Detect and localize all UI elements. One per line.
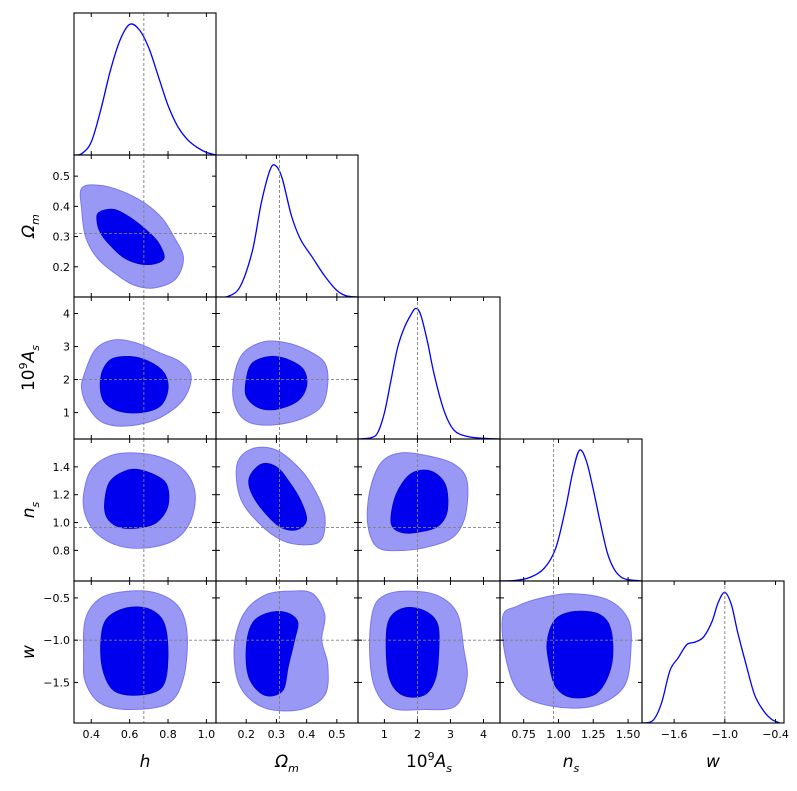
y-axis-label-As: 109As [17, 345, 42, 391]
panel-Om-vs-h: 0.2 0.3 0.4 0.5 Ωm [19, 154, 217, 298]
y-axis-label-w: w [19, 645, 39, 659]
panel-Om-vs-Om [215, 154, 359, 298]
marginal-curve-h [74, 23, 216, 155]
x-tick-label-As: 1 [381, 728, 388, 741]
panel-ns-vs-h: 0.8 1.0 1.2 1.4 ns [19, 438, 217, 582]
x-tick-label-w: −0.4 [762, 728, 789, 741]
x-axis-label-Om: Ωm [274, 752, 299, 775]
panel-frame [499, 438, 643, 582]
x-tick-label-h: 0.8 [159, 728, 177, 741]
x-tick-label-ns: 0.75 [511, 728, 536, 741]
y-tick-label-ns: 0.8 [53, 544, 71, 557]
y-tick-label-ns: 1.0 [53, 517, 71, 530]
y-tick-label-Om: 0.5 [53, 170, 71, 183]
x-axis-label-As: 109As [406, 750, 452, 775]
panel-w-vs-h: 0.4 0.6 0.8 1.0 h −1.5 −1.0 −0.5 w [19, 580, 217, 772]
x-tick-label-Om: 0.3 [268, 728, 286, 741]
panel-h-vs-h [73, 12, 217, 156]
panel-frame [73, 12, 217, 156]
x-tick-label-ns: 1.00 [546, 728, 571, 741]
x-tick-label-Om: 0.5 [328, 728, 346, 741]
panel-As-vs-As [357, 296, 501, 440]
panel-As-vs-h: 1 2 3 4 109As [17, 296, 217, 440]
panel-w-vs-As: 1 2 3 4 109As [357, 580, 501, 775]
y-tick-label-w: −0.5 [43, 592, 70, 605]
x-axis-label-ns: ns [563, 752, 580, 775]
x-tick-label-w: −1.0 [711, 728, 738, 741]
panel-w-vs-ns: 0.75 1.00 1.25 1.50 ns [499, 580, 643, 775]
contour-68-w-ns [546, 610, 614, 699]
x-tick-label-ns: 1.50 [616, 728, 641, 741]
contour-68-w-h [100, 606, 169, 696]
x-tick-label-As: 3 [447, 728, 454, 741]
contour-68-ns-Om [248, 462, 308, 531]
marginal-curve-As [358, 307, 500, 439]
y-tick-label-w: −1.0 [43, 634, 70, 647]
x-tick-label-Om: 0.2 [237, 728, 255, 741]
x-tick-label-h: 0.6 [121, 728, 139, 741]
contour-68-w-As [385, 607, 440, 698]
contour-68-ns-h [104, 468, 170, 529]
y-tick-label-As: 2 [63, 374, 70, 387]
panel-ns-vs-ns [499, 438, 643, 582]
panel-frame [215, 154, 359, 298]
x-tick-label-h: 1.0 [198, 728, 216, 741]
y-tick-label-As: 1 [63, 407, 70, 420]
x-axis-label-w: w [706, 752, 720, 772]
y-tick-label-w: −1.5 [43, 676, 70, 689]
panel-frame [641, 580, 785, 724]
x-tick-label-As: 2 [414, 728, 421, 741]
contour-68-As-h [99, 355, 169, 414]
x-axis-label-h: h [140, 752, 151, 772]
panel-frame [357, 296, 501, 440]
y-tick-label-ns: 1.4 [53, 461, 71, 474]
marginal-curve-ns [500, 449, 642, 581]
y-tick-label-Om: 0.2 [53, 261, 71, 274]
x-tick-label-ns: 1.25 [581, 728, 606, 741]
panel-w-vs-w: −1.6 −1.0 −0.4 w [641, 580, 789, 772]
panel-w-vs-Om: 0.2 0.3 0.4 0.5 Ωm [215, 580, 359, 775]
y-tick-label-As: 3 [63, 341, 70, 354]
panel-ns-vs-As [357, 438, 501, 582]
y-tick-label-Om: 0.4 [53, 200, 71, 213]
y-tick-label-Om: 0.3 [53, 231, 71, 244]
x-tick-label-h: 0.4 [83, 728, 101, 741]
contour-68-ns-As [390, 469, 449, 534]
y-axis-label-Om: Ωm [19, 214, 42, 239]
y-tick-label-ns: 1.2 [53, 489, 71, 502]
x-tick-label-Om: 0.4 [298, 728, 316, 741]
y-axis-label-ns: ns [19, 501, 42, 518]
marginal-curve-Om [216, 164, 358, 297]
contour-68-w-Om [245, 611, 299, 697]
panel-As-vs-Om [215, 296, 359, 440]
marginal-curve-w [642, 591, 781, 723]
contour-68-As-Om [244, 355, 308, 411]
x-tick-label-As: 4 [480, 728, 487, 741]
y-tick-label-As: 4 [63, 308, 70, 321]
panel-ns-vs-Om [215, 438, 359, 582]
x-tick-label-w: −1.6 [661, 728, 688, 741]
